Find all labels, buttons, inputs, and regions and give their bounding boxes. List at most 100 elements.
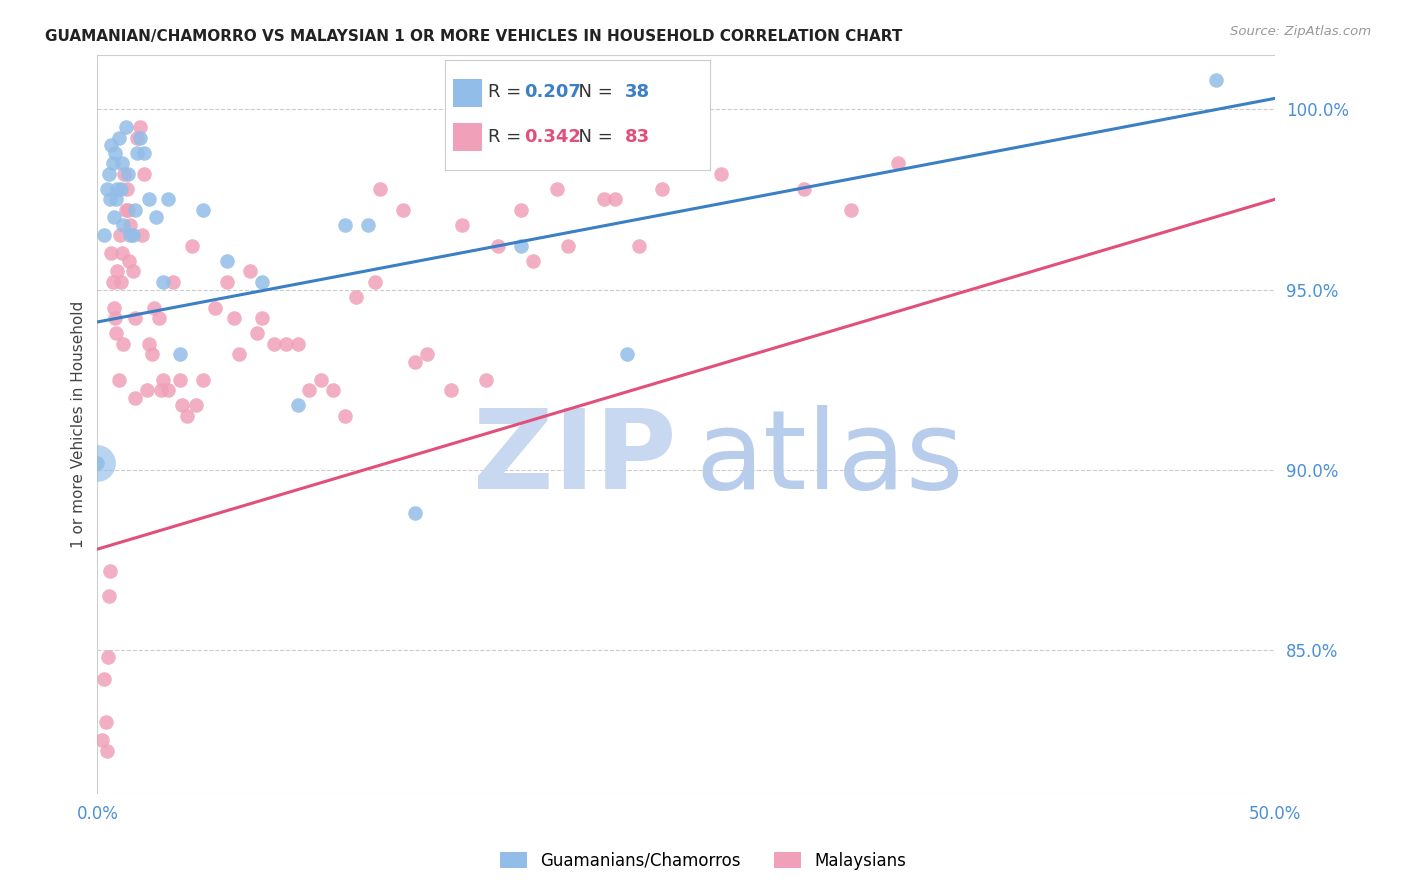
Point bbox=[115, 181, 138, 195]
Point bbox=[93, 672, 115, 686]
Point bbox=[86, 456, 108, 470]
Point bbox=[112, 336, 135, 351]
Point bbox=[333, 218, 356, 232]
Point bbox=[120, 218, 142, 232]
Point bbox=[86, 456, 108, 470]
Point bbox=[101, 275, 124, 289]
Point bbox=[451, 218, 474, 232]
Point bbox=[105, 326, 128, 340]
Point bbox=[124, 203, 146, 218]
Text: GUAMANIAN/CHAMORRO VS MALAYSIAN 1 OR MORE VEHICLES IN HOUSEHOLD CORRELATION CHAR: GUAMANIAN/CHAMORRO VS MALAYSIAN 1 OR MOR… bbox=[45, 29, 903, 44]
Point bbox=[101, 156, 124, 170]
Point bbox=[557, 239, 579, 253]
Point bbox=[172, 398, 194, 412]
Point bbox=[98, 193, 121, 207]
Point bbox=[127, 145, 149, 160]
Point bbox=[186, 398, 208, 412]
Point bbox=[117, 167, 139, 181]
Point bbox=[239, 264, 262, 278]
Point bbox=[93, 228, 115, 243]
Point bbox=[333, 409, 356, 423]
Point bbox=[675, 156, 697, 170]
Point bbox=[416, 347, 439, 361]
Point bbox=[110, 181, 132, 195]
Point bbox=[392, 203, 415, 218]
Point bbox=[134, 167, 156, 181]
Point bbox=[510, 239, 533, 253]
Point bbox=[107, 131, 129, 145]
Point bbox=[124, 311, 146, 326]
Point bbox=[169, 347, 191, 361]
Point bbox=[112, 218, 135, 232]
Point bbox=[135, 384, 157, 398]
Point bbox=[114, 120, 136, 135]
Point bbox=[605, 193, 627, 207]
Point bbox=[298, 384, 321, 398]
Point bbox=[364, 275, 387, 289]
Point bbox=[107, 373, 129, 387]
Point bbox=[887, 156, 910, 170]
Point bbox=[176, 409, 198, 423]
Point bbox=[357, 218, 380, 232]
Point bbox=[91, 733, 114, 747]
Point bbox=[142, 301, 165, 315]
Point bbox=[121, 228, 143, 243]
Point bbox=[510, 203, 533, 218]
Point bbox=[180, 239, 202, 253]
Point bbox=[156, 384, 179, 398]
Point bbox=[228, 347, 250, 361]
Point bbox=[124, 391, 146, 405]
Point bbox=[246, 326, 269, 340]
Point bbox=[105, 264, 128, 278]
Point bbox=[138, 193, 160, 207]
Text: Source: ZipAtlas.com: Source: ZipAtlas.com bbox=[1230, 25, 1371, 38]
Point bbox=[250, 275, 273, 289]
Point bbox=[112, 167, 135, 181]
Point bbox=[100, 246, 122, 260]
Point bbox=[651, 181, 673, 195]
Point bbox=[322, 384, 344, 398]
Point bbox=[96, 744, 118, 758]
Point bbox=[215, 253, 238, 268]
Point bbox=[404, 354, 426, 368]
Point bbox=[274, 336, 297, 351]
Point bbox=[98, 564, 121, 578]
Point bbox=[131, 228, 153, 243]
Point bbox=[156, 193, 179, 207]
Point bbox=[839, 203, 862, 218]
Point bbox=[127, 131, 149, 145]
Point bbox=[152, 275, 174, 289]
Point bbox=[94, 715, 117, 730]
Point bbox=[103, 211, 125, 225]
Point bbox=[263, 336, 285, 351]
Point bbox=[134, 145, 156, 160]
Text: ZIP: ZIP bbox=[474, 404, 676, 511]
Point bbox=[108, 228, 131, 243]
Point bbox=[120, 228, 142, 243]
Point bbox=[104, 145, 127, 160]
Point bbox=[97, 650, 120, 665]
Point bbox=[110, 275, 132, 289]
Point bbox=[118, 253, 141, 268]
Point bbox=[96, 181, 118, 195]
Point bbox=[141, 347, 163, 361]
Point bbox=[152, 373, 174, 387]
Point bbox=[592, 193, 614, 207]
Point bbox=[148, 311, 170, 326]
Point bbox=[138, 336, 160, 351]
Point bbox=[100, 138, 122, 153]
Point bbox=[114, 203, 136, 218]
Point bbox=[486, 239, 509, 253]
Point bbox=[616, 347, 638, 361]
Point bbox=[117, 203, 139, 218]
Point bbox=[204, 301, 226, 315]
Point bbox=[145, 211, 167, 225]
Point bbox=[98, 167, 121, 181]
Point bbox=[128, 131, 150, 145]
Point bbox=[215, 275, 238, 289]
Text: atlas: atlas bbox=[696, 404, 965, 511]
Point bbox=[710, 167, 733, 181]
Point bbox=[287, 336, 309, 351]
Point bbox=[546, 181, 568, 195]
Point bbox=[121, 264, 143, 278]
